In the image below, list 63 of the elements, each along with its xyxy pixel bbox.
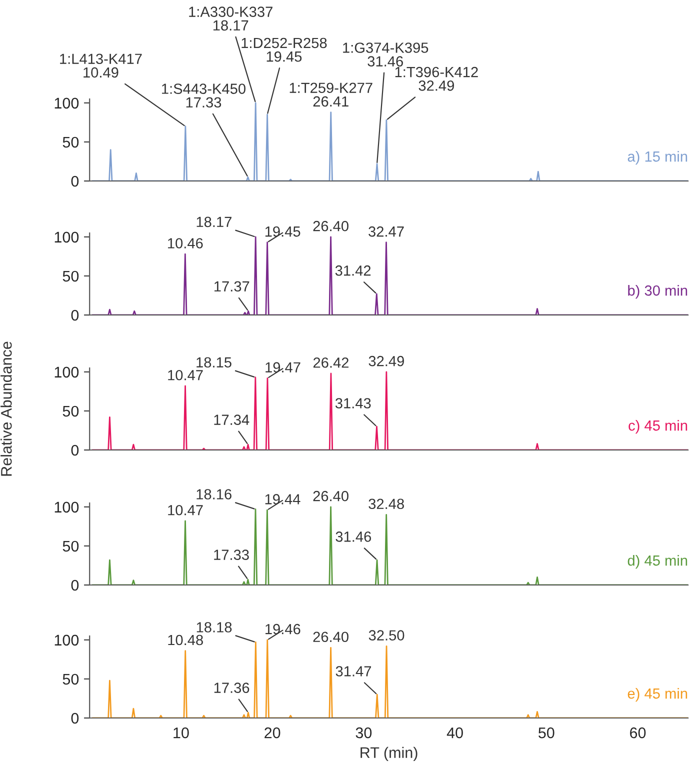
annotation: 1:T259-K277 26.41 [290,82,372,107]
annotation: 18.17 [196,216,232,228]
x-tick-label: 50 [538,727,554,738]
annotation: 31.47 [336,666,372,676]
annotation: 26.40 [313,490,348,502]
annotation: 10.47 [168,504,203,516]
annotation: 32.47 [368,226,404,237]
y-tick-label: 0 [71,444,79,456]
x-tick-label: 30 [356,727,372,738]
annotation: 1:D252-R258 19.45 [242,38,327,62]
annotation: 19.44 [265,494,300,504]
y-tick-label: 0 [71,310,79,321]
annotation: 17.34 [214,414,250,425]
annotation: 1:S443-K450 17.33 [162,84,246,108]
annotation: 1:G374-K395 31.46 [343,42,428,66]
y-tick-label: 100 [54,98,79,109]
series-label: a) 15 min [628,151,688,165]
annotation: 32.48 [368,498,404,510]
annotation: 1:L413-K417 10.49 [60,54,142,78]
annotation: 31.46 [336,532,372,542]
y-axis-title: Relative Abundance [0,342,12,476]
x-tick-label: 10 [174,727,189,738]
series-label: e) 45 min [628,688,688,702]
x-tick-label: 60 [630,727,646,738]
y-tick-label: 0 [71,176,79,187]
y-tick-label: 100 [54,366,79,378]
annotation: 17.33 [214,550,249,560]
y-tick-label: 100 [54,232,79,243]
annotation: 31.43 [335,398,371,408]
annotation: 31.42 [335,265,371,276]
annotation: 10.47 [168,370,203,380]
y-tick-label: 100 [54,502,79,513]
series-label: b) 30 min [628,285,688,299]
y-tick-label: 100 [54,634,79,646]
y-tick-label: 50 [62,270,79,282]
annotation: 1:T396-K412 32.49 [395,66,478,91]
x-tick-label: 40 [446,727,463,738]
annotation: 26.40 [313,632,348,642]
annotation: 19.47 [266,362,300,372]
annotation: 1:A330-K337 18.17 [189,6,272,31]
annotation: 19.45 [265,226,300,237]
y-tick-label: 0 [71,580,79,591]
annotation: 32.49 [368,356,404,366]
series-label: c) 45 min [628,420,688,434]
annotation: 19.46 [266,624,300,634]
annotation: 32.50 [368,630,404,640]
x-axis-title: RT (min) [360,746,418,762]
series-label: d) 45 min [628,555,688,569]
x-tick-label: 20 [264,727,280,738]
annotation: 18.16 [196,489,232,500]
y-tick-label: 50 [62,406,79,417]
y-tick-label: 50 [62,540,79,552]
annotation: 17.37 [214,281,250,292]
annotation: 18.15 [196,357,232,368]
y-tick-label: 50 [62,674,79,685]
annotation: 10.48 [168,634,203,646]
y-tick-label: 0 [71,712,79,724]
annotation: 10.46 [168,238,203,248]
annotation: 26.40 [313,220,348,232]
annotation: 17.36 [214,682,250,693]
annotation: 26.42 [313,357,348,368]
annotation: 18.18 [196,622,232,632]
y-tick-label: 50 [62,136,79,148]
